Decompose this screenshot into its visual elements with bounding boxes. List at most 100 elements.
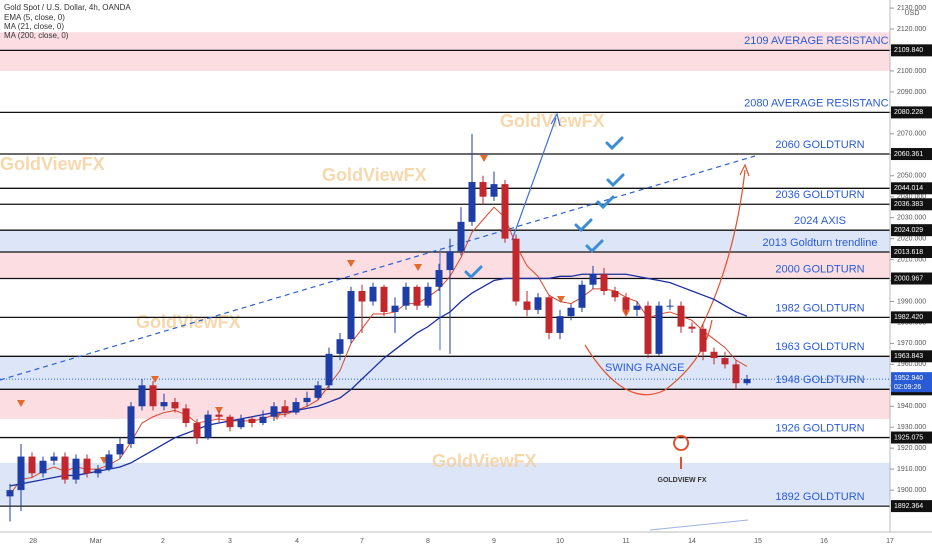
price-tag bbox=[891, 311, 932, 324]
candle-body bbox=[6, 490, 14, 497]
x-tick-label: 2 bbox=[161, 538, 165, 545]
candle-body bbox=[369, 286, 377, 302]
x-tick-label: 16 bbox=[820, 538, 828, 545]
watermark: GoldViewFX bbox=[432, 451, 537, 471]
y-tick-label: 1990.000 bbox=[897, 298, 926, 305]
axes: 1900.000 1910.000 1920.000 1930.000 1940.000… bbox=[29, 5, 932, 545]
candle-body bbox=[39, 460, 47, 474]
y-tick-label: 1900.000 bbox=[897, 487, 926, 494]
candle-body bbox=[193, 423, 201, 438]
drawings bbox=[0, 112, 756, 531]
zone bbox=[0, 230, 890, 253]
price-tag bbox=[891, 44, 932, 57]
candle-body bbox=[556, 316, 564, 333]
price-tag-label: 2036.383 bbox=[894, 201, 923, 208]
level-label: 2013 Goldturn trendline bbox=[763, 237, 878, 249]
candle-body bbox=[127, 406, 135, 444]
price-tag-label: 1925.075 bbox=[894, 434, 923, 441]
y-tick-label: 2130.000 bbox=[897, 5, 926, 12]
candle-body bbox=[677, 305, 685, 327]
x-tick-label: 28 bbox=[29, 538, 37, 545]
indicator-label: MA (21, close, 0) bbox=[4, 22, 64, 31]
watermark: GoldViewFX bbox=[0, 154, 105, 174]
price-tag bbox=[891, 198, 932, 211]
watermark: GoldViewFX bbox=[136, 312, 241, 332]
candle-body bbox=[413, 286, 421, 306]
y-tick-label: 1970.000 bbox=[897, 340, 926, 347]
candle-body bbox=[215, 414, 223, 417]
zone bbox=[0, 462, 890, 505]
zone bbox=[0, 252, 890, 279]
x-tick-label: 7 bbox=[360, 538, 364, 545]
x-tick-label: 3 bbox=[228, 538, 232, 545]
candle-body bbox=[501, 184, 509, 239]
level-label: 1892 GOLDTURN bbox=[775, 491, 864, 503]
candle-body bbox=[435, 270, 443, 287]
candle-body bbox=[149, 385, 157, 407]
zone bbox=[0, 356, 890, 390]
price-tag bbox=[891, 350, 932, 363]
candle-body bbox=[600, 274, 608, 292]
arrow-head bbox=[739, 163, 750, 177]
level-label: 2060 GOLDTURN bbox=[775, 139, 864, 151]
candle-body bbox=[50, 456, 58, 461]
candle-body bbox=[237, 418, 245, 428]
candle-body bbox=[479, 182, 487, 197]
candle-body bbox=[523, 301, 531, 310]
candle-body bbox=[226, 416, 234, 428]
markers bbox=[17, 155, 630, 464]
x-tick-label: 11 bbox=[622, 538, 629, 545]
candle-body bbox=[567, 307, 575, 317]
x-tick-label: 15 bbox=[754, 538, 762, 545]
logo-text: GOLDVIEW FX bbox=[658, 477, 707, 484]
price-tag bbox=[891, 106, 932, 119]
candle-body bbox=[270, 406, 278, 417]
candle-body bbox=[633, 305, 641, 310]
price-tag-label: 2109.840 bbox=[894, 47, 923, 54]
y-tick-label: 1940.000 bbox=[897, 403, 926, 410]
currency: USD bbox=[905, 10, 920, 17]
level-label: 2024 AXIS bbox=[794, 215, 846, 227]
candle-body bbox=[325, 353, 333, 386]
candle-body bbox=[391, 305, 399, 312]
y-tick-label: 2120.000 bbox=[897, 26, 926, 33]
candle-body bbox=[666, 305, 674, 307]
candle-body bbox=[611, 291, 619, 298]
candle-body bbox=[490, 184, 498, 197]
candle-body bbox=[259, 416, 267, 424]
x-tick-label: 14 bbox=[688, 538, 696, 545]
price-tag-label: 2013.618 bbox=[894, 249, 923, 256]
y-tick-label: 2030.000 bbox=[897, 215, 926, 222]
candle-body bbox=[94, 469, 102, 474]
level-label: 1948 GOLDTURN bbox=[775, 374, 864, 386]
price-tag-label: 1963.843 bbox=[894, 353, 923, 360]
arrow bbox=[511, 117, 557, 241]
candle-body bbox=[105, 454, 113, 470]
price-tag-label: 1982.420 bbox=[894, 314, 923, 321]
price-tag bbox=[891, 224, 932, 237]
price-tag-label: 2000.967 bbox=[894, 275, 923, 282]
candle-body bbox=[204, 414, 212, 438]
candle-body bbox=[380, 286, 388, 312]
price-tag bbox=[891, 500, 932, 513]
candle-body bbox=[545, 297, 553, 333]
y-tick-label: 2040.000 bbox=[897, 194, 926, 201]
candle-body bbox=[424, 286, 432, 306]
candle-body bbox=[160, 402, 168, 407]
x-tick-label: 17 bbox=[886, 538, 894, 545]
candle-body bbox=[171, 402, 179, 409]
x-tick-label: Mar bbox=[90, 538, 103, 545]
candle-body bbox=[303, 397, 311, 403]
candle-body bbox=[457, 221, 465, 252]
candle-body bbox=[688, 326, 696, 329]
price-tag bbox=[891, 431, 932, 444]
candle-body bbox=[655, 305, 663, 354]
candle-body bbox=[732, 364, 740, 384]
candle-body bbox=[28, 456, 36, 474]
candle-body bbox=[138, 385, 146, 407]
price-tag-label: 2060.361 bbox=[894, 151, 923, 158]
line bbox=[649, 519, 749, 531]
candle-body bbox=[622, 297, 630, 310]
indicator-line bbox=[9, 273, 748, 487]
